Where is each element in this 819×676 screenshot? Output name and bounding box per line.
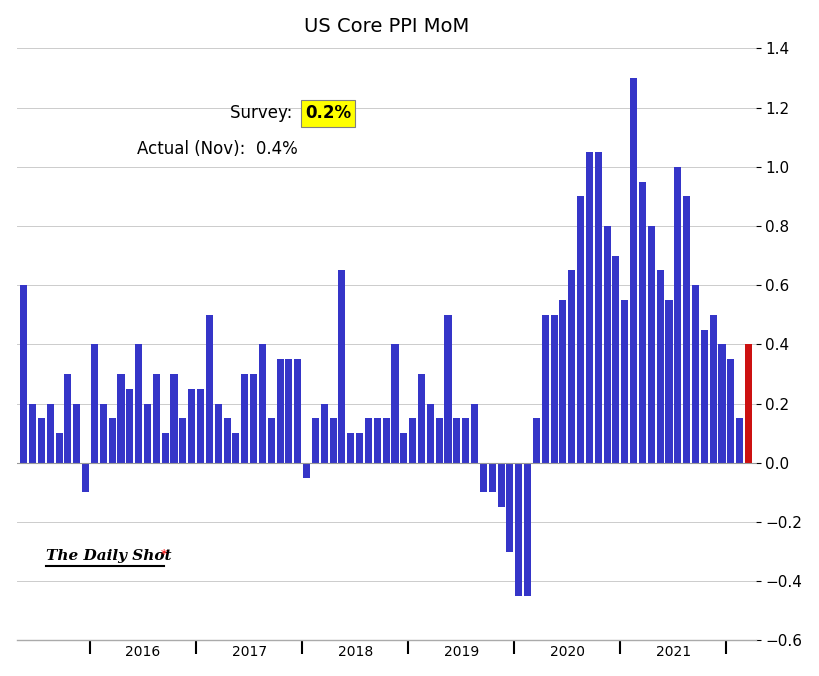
- Bar: [559, 300, 567, 463]
- Bar: [709, 315, 717, 463]
- Bar: [541, 315, 549, 463]
- Bar: [285, 359, 292, 463]
- Bar: [179, 418, 187, 463]
- Bar: [91, 344, 98, 463]
- Bar: [391, 344, 399, 463]
- Bar: [577, 196, 584, 463]
- Bar: [303, 463, 310, 478]
- Bar: [373, 418, 381, 463]
- Bar: [294, 359, 301, 463]
- Bar: [161, 433, 169, 463]
- Bar: [524, 463, 531, 596]
- Bar: [604, 226, 611, 463]
- Bar: [215, 404, 222, 463]
- Bar: [533, 418, 540, 463]
- Bar: [224, 418, 231, 463]
- Bar: [515, 463, 523, 596]
- Text: Actual (Nov):  0.4%: Actual (Nov): 0.4%: [137, 140, 297, 158]
- Bar: [550, 315, 558, 463]
- Bar: [400, 433, 407, 463]
- Bar: [568, 270, 575, 463]
- Bar: [153, 374, 160, 463]
- Bar: [613, 256, 619, 463]
- Bar: [329, 418, 337, 463]
- Bar: [47, 404, 54, 463]
- Bar: [586, 152, 593, 463]
- Bar: [365, 418, 372, 463]
- Bar: [250, 374, 257, 463]
- Bar: [595, 152, 602, 463]
- Bar: [410, 418, 416, 463]
- Bar: [20, 285, 27, 463]
- Bar: [630, 78, 637, 463]
- Bar: [436, 418, 443, 463]
- Bar: [100, 404, 106, 463]
- Bar: [268, 418, 274, 463]
- Bar: [73, 404, 80, 463]
- Text: 0.2%: 0.2%: [305, 105, 351, 122]
- Bar: [277, 359, 283, 463]
- Bar: [471, 404, 478, 463]
- Text: *: *: [161, 548, 167, 560]
- Bar: [109, 418, 115, 463]
- Bar: [38, 418, 45, 463]
- Bar: [312, 418, 319, 463]
- Bar: [701, 330, 708, 463]
- Bar: [338, 270, 346, 463]
- Bar: [170, 374, 178, 463]
- Bar: [144, 404, 151, 463]
- Bar: [648, 226, 655, 463]
- Bar: [674, 167, 681, 463]
- Bar: [126, 389, 133, 463]
- Bar: [418, 374, 425, 463]
- Bar: [382, 418, 390, 463]
- Bar: [29, 404, 36, 463]
- Bar: [82, 463, 89, 492]
- Bar: [65, 374, 71, 463]
- Bar: [666, 300, 672, 463]
- Bar: [462, 418, 469, 463]
- Bar: [736, 418, 743, 463]
- Bar: [622, 300, 628, 463]
- Bar: [241, 374, 248, 463]
- Bar: [188, 389, 195, 463]
- Bar: [347, 433, 355, 463]
- Bar: [718, 344, 726, 463]
- Bar: [445, 315, 451, 463]
- Bar: [321, 404, 328, 463]
- Bar: [692, 285, 699, 463]
- Bar: [117, 374, 124, 463]
- Bar: [453, 418, 460, 463]
- Bar: [56, 433, 62, 463]
- Bar: [356, 433, 363, 463]
- Bar: [206, 315, 213, 463]
- Bar: [639, 182, 646, 463]
- Bar: [135, 344, 143, 463]
- Bar: [233, 433, 239, 463]
- Bar: [480, 463, 487, 492]
- Bar: [489, 463, 495, 492]
- Bar: [657, 270, 663, 463]
- Text: The Daily Shot: The Daily Shot: [46, 550, 172, 564]
- Title: US Core PPI MoM: US Core PPI MoM: [304, 17, 468, 36]
- Bar: [197, 389, 204, 463]
- Bar: [497, 463, 505, 507]
- Bar: [745, 344, 752, 463]
- Bar: [727, 359, 735, 463]
- Bar: [683, 196, 690, 463]
- Text: Survey:: Survey:: [230, 105, 297, 122]
- Bar: [259, 344, 266, 463]
- Bar: [506, 463, 514, 552]
- Bar: [427, 404, 434, 463]
